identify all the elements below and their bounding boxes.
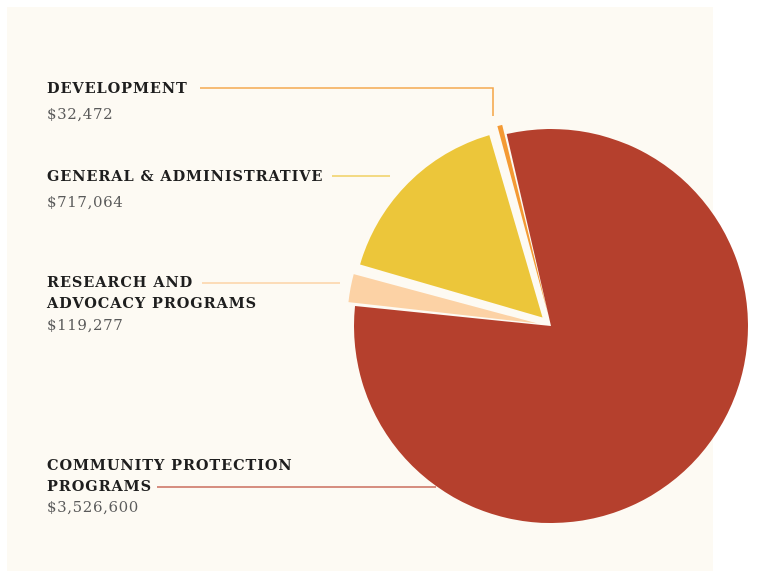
label-research-advocacy-line2: ADVOCACY PROGRAMS — [47, 295, 258, 312]
value-general-administrative: $717,064 — [47, 193, 124, 211]
value-community-protection: $3,526,600 — [47, 498, 139, 516]
label-development: DEVELOPMENT — [47, 78, 188, 99]
slice-general-administrative — [360, 135, 543, 318]
value-research-advocacy: $119,277 — [47, 316, 124, 334]
slice-development — [497, 124, 549, 316]
label-community-protection-line1: COMMUNITY PROTECTION — [47, 457, 293, 474]
label-general-administrative: GENERAL & ADMINISTRATIVE — [47, 166, 323, 187]
value-development: $32,472 — [47, 105, 114, 123]
label-development-text: DEVELOPMENT — [47, 80, 188, 97]
label-community-protection: COMMUNITY PROTECTION PROGRAMS — [47, 455, 293, 497]
slice-community-protection — [353, 129, 748, 524]
label-community-protection-line2: PROGRAMS — [47, 478, 152, 495]
label-research-advocacy: RESEARCH AND ADVOCACY PROGRAMS — [47, 272, 257, 314]
leader-line-development — [200, 87, 494, 116]
slice-research-advocacy — [348, 274, 538, 324]
label-research-advocacy-line1: RESEARCH AND — [47, 274, 194, 291]
label-general-administrative-text: GENERAL & ADMINISTRATIVE — [47, 168, 324, 185]
